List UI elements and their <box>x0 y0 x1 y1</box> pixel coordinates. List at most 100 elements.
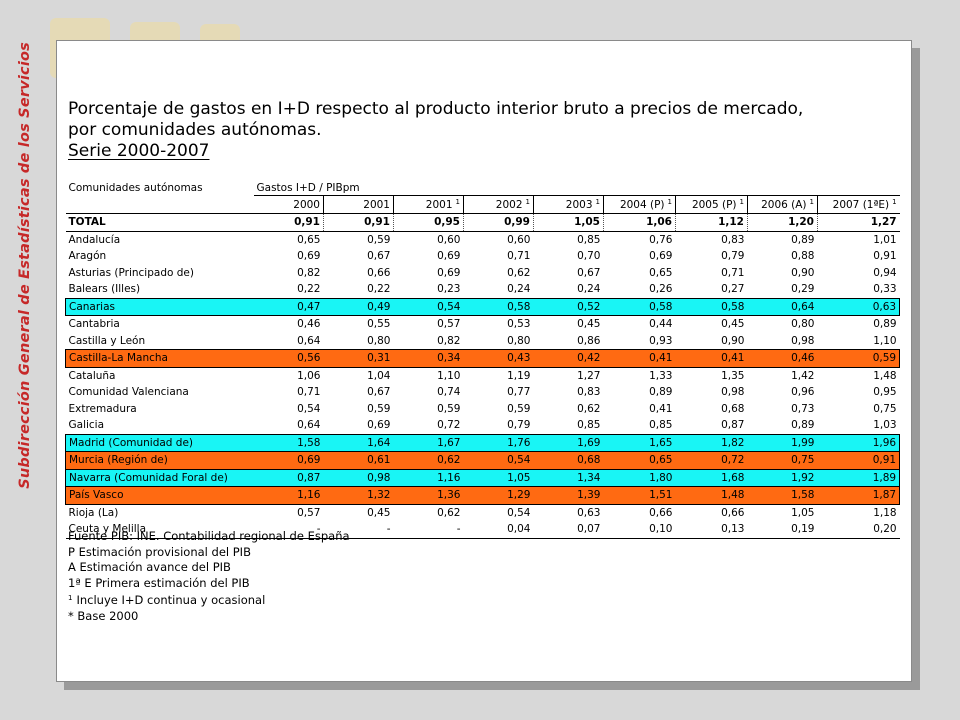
cell-value: 0,69 <box>437 266 461 279</box>
row-name: Extremadura <box>68 402 137 415</box>
cell-value: 1,48 <box>675 486 748 505</box>
cell-value: 1,82 <box>675 433 748 452</box>
title-line-3: Serie 2000-2007 <box>68 141 210 161</box>
cell-value: 0,65 <box>603 451 676 470</box>
cell-value: 0,54 <box>393 297 464 316</box>
table-row: Ceuta y Melilla - - -0,04 0,07 0,10 0,13 0,19 0,… <box>65 521 900 539</box>
cell-value: 0,60 <box>507 233 531 246</box>
cell-value: 1,29 <box>463 486 534 505</box>
cell-value: 0,24 <box>507 283 531 296</box>
page-title: Porcentaje de gastos en I+D respecto al … <box>68 99 868 162</box>
cell-value: 1,10 <box>437 369 461 382</box>
cell-value: 0,23 <box>437 283 461 296</box>
content-panel: Porcentaje de gastos en I+D respecto al … <box>56 40 912 682</box>
table-row: Comunidad Valenciana 0,71 0,67 0,74 0,77 0,83… <box>66 384 900 401</box>
row-name: Madrid (Comunidad de) <box>65 433 254 452</box>
row-name: Comunidad Valenciana <box>68 386 189 399</box>
cell-value: 1,34 <box>533 468 604 487</box>
cell-value: 0,73 <box>791 402 815 415</box>
cell-value: 1,05 <box>791 506 815 519</box>
cell-value: 0,24 <box>577 283 601 296</box>
cell-value: 0,45 <box>367 506 391 519</box>
cell-value: 0,57 <box>437 318 461 331</box>
cell-value: 1,80 <box>603 468 676 487</box>
cell-value: 0,76 <box>649 233 673 246</box>
cell-value: 1,18 <box>873 506 897 519</box>
cell-value: 0,49 <box>323 297 394 316</box>
cell-value: 0,44 <box>649 318 673 331</box>
cell-value: 0,98 <box>721 386 745 399</box>
cell-value: 0,65 <box>649 266 673 279</box>
year-note-marker: 1 <box>739 198 744 206</box>
footnote: 1 Incluye I+D continua y ocasional <box>68 591 350 609</box>
cell-value: 1,51 <box>603 486 676 505</box>
cell-value: 1,16 <box>393 468 464 487</box>
table-row: Asturias (Principado de) 0,82 0,66 0,69 0,62… <box>66 265 900 282</box>
cell-value: 0,71 <box>721 266 745 279</box>
cell-value: 0,90 <box>791 266 815 279</box>
table-row: Cantabria 0,46 0,55 0,57 0,53 0,45 0,44 0,45 0,8… <box>66 316 900 333</box>
cell-value: 0,58 <box>675 297 748 316</box>
row-name: Castilla y León <box>68 334 146 347</box>
cell-value: 0,74 <box>437 386 461 399</box>
cell-value: 1,39 <box>533 486 604 505</box>
cell-value: 1,27 <box>816 213 900 232</box>
cell-value: 0,42 <box>533 349 604 368</box>
cell-value: 0,99 <box>463 213 534 232</box>
cell-value: 0,53 <box>507 318 531 331</box>
cell-value: 0,63 <box>817 297 901 316</box>
year-note-marker: 1 <box>667 198 672 206</box>
cell-value: 0,27 <box>721 283 745 296</box>
cell-value: 1,89 <box>817 468 901 487</box>
year-note-marker: 1 <box>892 198 897 206</box>
cell-value: 0,83 <box>721 233 745 246</box>
row-name: Castilla-La Mancha <box>65 349 254 368</box>
year-header: 2006 (A) 1 <box>747 195 818 214</box>
cell-value: 0,95 <box>393 213 464 232</box>
cell-value: 0,04 <box>463 521 534 539</box>
cell-value: 0,41 <box>675 349 748 368</box>
header-row: Comunidades autónomas Gastos I+D / PIBpm <box>66 180 900 196</box>
row-name: Murcia (Región de) <box>65 451 254 470</box>
table-row: Balears (Illes) 0,22 0,22 0,23 0,24 0,24 0,26 0… <box>66 281 900 298</box>
cell-value: 1,99 <box>747 433 818 452</box>
cell-value: 0,80 <box>507 334 531 347</box>
table-row: Castilla y León 0,64 0,80 0,82 0,80 0,86 0,93 0… <box>66 333 900 350</box>
row-name: Navarra (Comunidad Foral de) <box>65 468 254 487</box>
cell-value: 0,67 <box>577 266 601 279</box>
cell-value: 0,91 <box>323 213 394 232</box>
cell-value: 0,62 <box>437 506 461 519</box>
cell-value: 0,64 <box>297 334 321 347</box>
cell-value: 0,62 <box>393 451 464 470</box>
cell-value: 0,87 <box>253 468 324 487</box>
cell-value: 0,69 <box>253 451 324 470</box>
row-name: Asturias (Principado de) <box>68 266 194 279</box>
cell-value: 0,98 <box>791 334 815 347</box>
footnote-text: A Estimación avance del PIB <box>68 560 231 575</box>
table-row: Rioja (La) 0,57 0,45 0,62 0,54 0,63 0,66 0,66 1,… <box>66 504 900 521</box>
cell-value: 0,85 <box>649 419 673 432</box>
year-header: 2000 <box>253 195 324 214</box>
cell-value: 0,77 <box>507 386 531 399</box>
table-row: País Vasco 1,16 1,32 1,36 1,29 1,39 1,51 1,48 1,… <box>65 486 901 505</box>
cell-value: 1,58 <box>253 433 324 452</box>
col-header-comunidades: Comunidades autónomas <box>68 181 203 194</box>
cell-value: 1,35 <box>721 369 745 382</box>
year-label: 2001 <box>425 199 453 211</box>
cell-value: 0,70 <box>577 250 601 263</box>
cell-value: 0,66 <box>721 506 745 519</box>
cell-value: 1,06 <box>297 369 321 382</box>
row-name: Cantabria <box>68 318 120 331</box>
cell-value: - <box>323 521 394 539</box>
cell-value: 0,26 <box>649 283 673 296</box>
cell-value: 0,89 <box>791 233 815 246</box>
cell-value: 0,20 <box>817 521 900 539</box>
table-row-total: TOTAL 0,91 0,91 0,95 0,99 1,05 1,06 1,12 1,20 1,2… <box>65 213 900 232</box>
cell-value: 1,19 <box>507 369 531 382</box>
cell-value: 0,54 <box>507 506 531 519</box>
cell-value: 0,59 <box>367 233 391 246</box>
row-name: Andalucía <box>68 233 121 246</box>
year-header-row: 2000 2001 2001 1 2002 1 2003 1 2004 (P) 1 2005 (P)… <box>65 195 900 214</box>
table-row: Navarra (Comunidad Foral de) 0,87 0,98 1,16… <box>65 468 901 487</box>
cell-value: 1,33 <box>649 369 673 382</box>
